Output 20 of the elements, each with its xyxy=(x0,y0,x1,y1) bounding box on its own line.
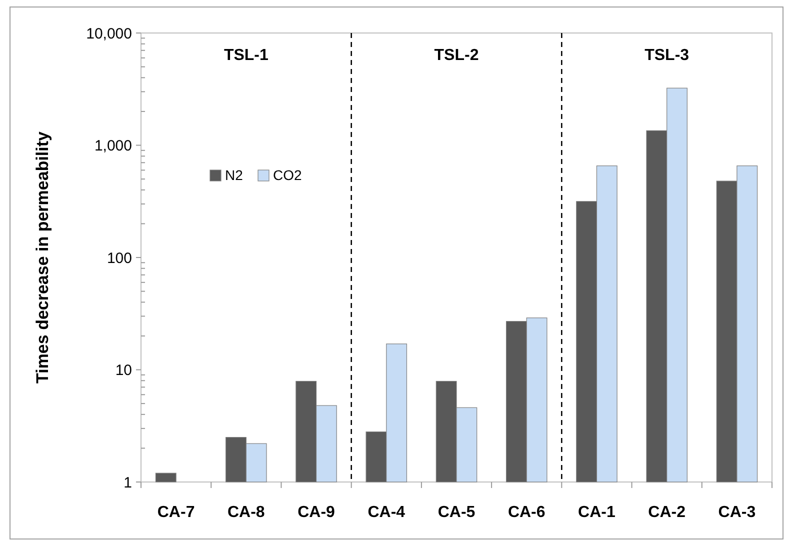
y-tick-label: 1,000 xyxy=(94,138,132,154)
legend-label: N2 xyxy=(225,166,244,183)
x-tick-label: CA-8 xyxy=(227,504,265,521)
y-tick-label: 1 xyxy=(124,474,132,492)
x-tick-label: CA-1 xyxy=(578,504,616,521)
x-tick-label: CA-3 xyxy=(718,504,756,521)
annotation: TSL-3 xyxy=(644,47,690,64)
annotation: TSL-1 xyxy=(224,47,268,64)
y-tick-label: 10 xyxy=(115,362,132,379)
x-tick-label: CA-5 xyxy=(438,504,476,521)
x-tick-label: CA-4 xyxy=(368,504,406,521)
x-tick-label: CA-7 xyxy=(157,504,195,521)
x-tick-label: CA-9 xyxy=(298,504,336,521)
x-tick-label: CA-6 xyxy=(508,504,546,521)
x-tick-label: CA-2 xyxy=(648,504,686,521)
y-axis-title: Times decrease in permeability xyxy=(33,130,52,384)
legend-label: CO2 xyxy=(273,166,302,183)
y-tick-label: 100 xyxy=(106,250,132,267)
y-tick-label: 10,000 xyxy=(86,25,132,42)
annotation: TSL-2 xyxy=(434,47,479,64)
